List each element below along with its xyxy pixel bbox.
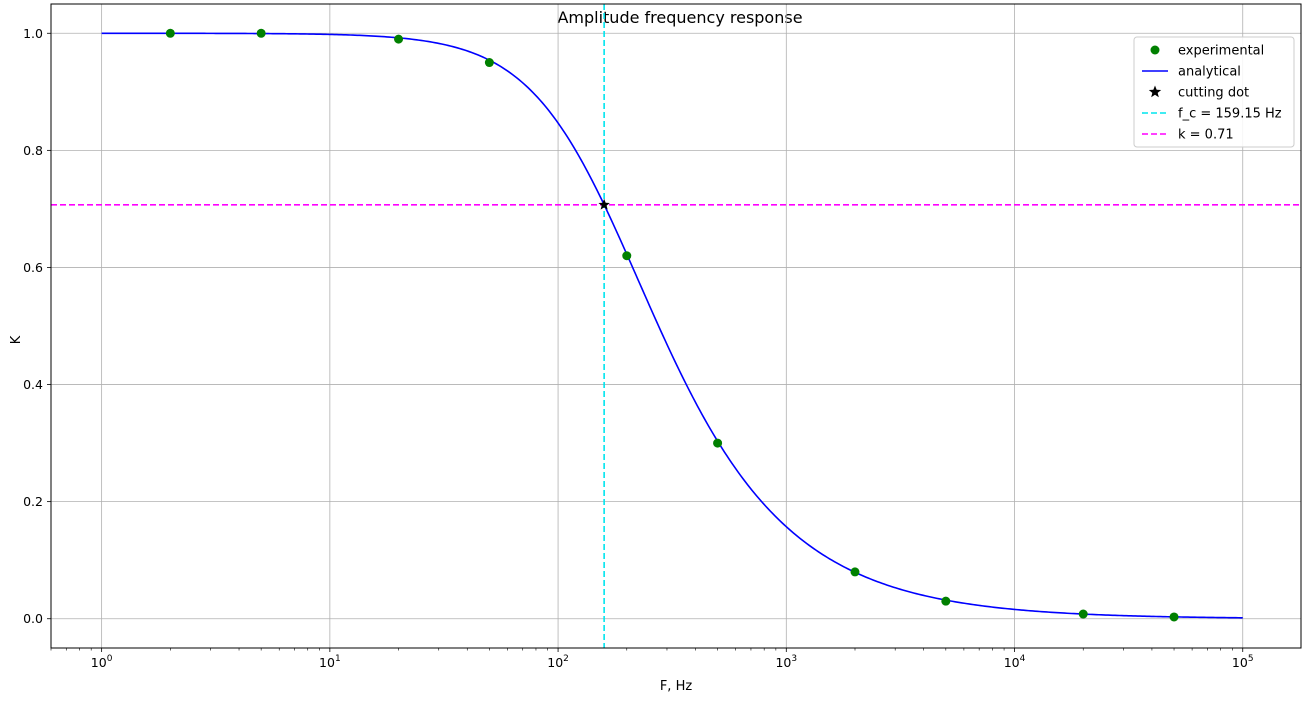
plot-frame [50,3,1302,649]
experimental-point-3 [484,58,494,68]
y-tick-label-5: 1.0 [23,26,43,41]
experimental-point-1 [256,28,266,38]
experimental-point-8 [1078,609,1088,619]
experimental-point-6 [850,567,860,577]
experimental-point-5 [713,438,723,448]
chart-title: Amplitude frequency response [557,8,802,27]
experimental-point-0 [165,28,175,38]
x-tick-label-1: 101 [319,654,341,670]
y-tick-label-0: 0.0 [23,611,43,626]
y-axis: 0.0 0.2 0.4 0.6 0.8 1.0 [23,26,51,626]
reference-lines [51,4,1301,648]
legend-marker-experimental [1150,45,1160,55]
y-tick-label-2: 0.4 [23,377,43,392]
x-tick-label-4: 104 [1004,654,1026,670]
x-tick-label-5: 105 [1232,654,1254,670]
plot-area [101,28,1243,622]
y-tick-label-1: 0.2 [23,494,43,509]
legend-label-4: k = 0.71 [1178,128,1234,143]
x-tick-label-3: 103 [775,654,797,670]
y-tick-label-4: 0.8 [23,143,43,158]
x-tick-label-0: 100 [91,654,113,670]
grid [51,4,1301,648]
legend-label-2: cutting dot [1178,86,1249,101]
analytical-curve [101,32,1243,619]
legend-marker-cutting-dot [1148,85,1162,98]
experimental-point-9 [1169,612,1179,622]
y-tick-label-3: 0.6 [23,260,43,275]
x-axis-label: F, Hz [660,679,693,694]
legend-label-0: experimental [1178,44,1264,59]
experimental-point-4 [622,251,632,261]
x-axis: 100 101 102 103 104 105 [50,648,1254,670]
experimental-point-7 [941,596,951,606]
legend-box [1133,36,1295,148]
experimental-point-2 [394,34,404,44]
legend-label-1: analytical [1178,65,1241,80]
x-tick-label-2: 102 [547,654,569,670]
legend: experimental analytical cutting dot f_c = 1… [1133,36,1295,148]
y-axis-label: K [9,335,24,344]
legend-label-3: f_c = 159.15 Hz [1178,107,1282,122]
cutting-dot-marker [598,198,610,210]
